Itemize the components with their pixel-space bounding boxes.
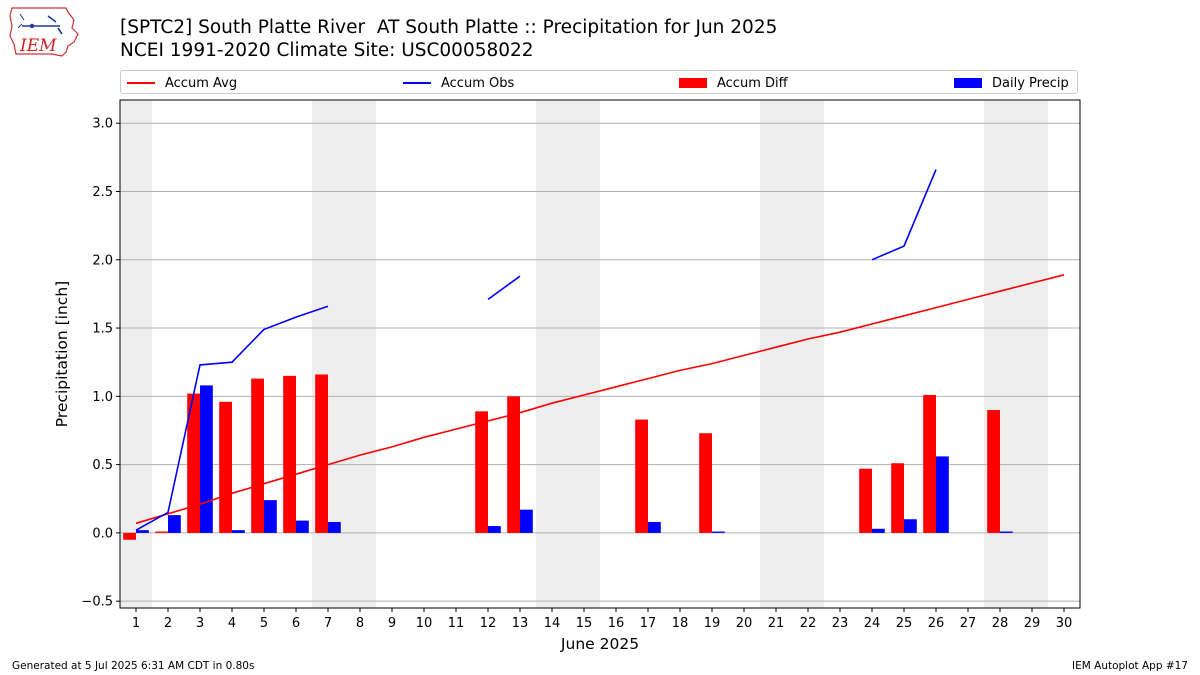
x-tick-label: 8: [356, 616, 364, 631]
bar-accum-diff: [859, 468, 872, 533]
legend-item-daily-precip: Daily Precip: [954, 74, 1069, 92]
iem-logo: IEM: [9, 7, 79, 57]
bar-accum-diff: [283, 375, 296, 533]
bar-accum-diff: [251, 378, 264, 533]
x-tick-label: 30: [1056, 616, 1073, 631]
x-tick-label: 7: [324, 616, 332, 631]
y-axis-label: Precipitation [inch]: [53, 281, 71, 427]
bar-daily-precip: [520, 509, 533, 533]
chart-subtitle: NCEI 1991-2020 Climate Site: USC00058022: [120, 40, 534, 61]
x-tick-label: 2: [164, 616, 172, 631]
y-tick-label: 0.0: [92, 526, 113, 541]
x-tick-label: 12: [480, 616, 497, 631]
x-tick-label: 1: [132, 616, 140, 631]
x-tick-label: 14: [544, 616, 561, 631]
x-tick-label: 20: [736, 616, 753, 631]
bar-daily-precip: [648, 521, 661, 533]
bar-daily-precip: [232, 530, 245, 533]
bar-accum-diff: [187, 393, 200, 533]
x-tick-label: 18: [672, 616, 689, 631]
bar-daily-precip: [296, 520, 309, 533]
bar-daily-precip: [904, 519, 917, 533]
x-tick-label: 21: [768, 616, 785, 631]
weekend-band-2: [536, 100, 600, 608]
x-tick-label: 26: [928, 616, 945, 631]
x-tick-label: 15: [576, 616, 593, 631]
x-tick-label: 13: [512, 616, 529, 631]
bar-accum-diff: [155, 531, 168, 533]
bar-daily-precip: [264, 500, 277, 533]
bar-accum-diff: [315, 374, 328, 533]
y-tick-label: 2.5: [92, 185, 113, 200]
bar-accum-diff: [219, 401, 232, 533]
x-tick-label: 29: [1024, 616, 1041, 631]
y-tick-label: 1.0: [92, 390, 113, 405]
x-tick-label: 3: [196, 616, 204, 631]
bar-daily-precip: [1000, 531, 1013, 533]
bar-daily-precip: [936, 456, 949, 533]
weekend-band-3: [760, 100, 824, 608]
y-tick-label: 1.5: [92, 322, 113, 337]
legend-item-accum-obs: Accum Obs: [403, 74, 514, 92]
legend-label-accum-avg: Accum Avg: [165, 75, 238, 91]
legend-swatch-accum-obs: [403, 82, 431, 84]
x-tick-label: 23: [832, 616, 849, 631]
legend-label-accum-obs: Accum Obs: [441, 75, 515, 91]
legend-label-accum-diff: Accum Diff: [717, 75, 788, 91]
bar-accum-diff: [635, 419, 648, 533]
x-axis-label: June 2025: [560, 635, 639, 653]
bar-daily-precip: [712, 531, 725, 533]
bar-daily-precip: [200, 385, 213, 533]
x-tick-label: 5: [260, 616, 268, 631]
footer-generated: Generated at 5 Jul 2025 6:31 AM CDT in 0…: [12, 660, 255, 672]
y-tick-label: 2.0: [92, 253, 113, 268]
bar-accum-diff: [507, 396, 520, 533]
x-tick-label: 16: [608, 616, 625, 631]
x-tick-label: 10: [416, 616, 433, 631]
legend-item-accum-avg: Accum Avg: [127, 74, 237, 92]
chart-legend: Accum Avg Accum Obs Accum Diff Daily Pre…: [120, 70, 1078, 94]
bar-daily-precip: [872, 528, 885, 533]
x-tick-label: 25: [896, 616, 913, 631]
weekend-band-0: [120, 100, 152, 608]
x-tick-label: 6: [292, 616, 300, 631]
bar-accum-diff: [475, 411, 488, 533]
x-tick-label: 11: [448, 616, 465, 631]
bar-accum-diff: [123, 532, 136, 540]
x-tick-label: 24: [864, 616, 881, 631]
x-tick-label: 4: [228, 616, 236, 631]
legend-label-daily-precip: Daily Precip: [992, 75, 1069, 91]
bar-accum-diff: [923, 394, 936, 533]
footer-app: IEM Autoplot App #17: [1072, 660, 1188, 672]
legend-swatch-accum-avg: [127, 82, 155, 84]
legend-item-accum-diff: Accum Diff: [679, 74, 788, 92]
bar-daily-precip: [488, 526, 501, 533]
iem-logo-text: IEM: [19, 36, 57, 56]
x-tick-label: 27: [960, 616, 977, 631]
line-accum-obs: [135, 305, 329, 531]
bar-daily-precip: [168, 515, 181, 533]
bar-daily-precip: [136, 530, 149, 533]
chart-title: [SPTC2] South Platte River AT South Plat…: [120, 17, 778, 38]
line-accum-obs: [871, 169, 937, 261]
x-tick-label: 28: [992, 616, 1009, 631]
bar-accum-diff: [891, 463, 904, 533]
y-tick-label: 0.5: [92, 458, 113, 473]
x-tick-label: 22: [800, 616, 817, 631]
legend-swatch-daily-precip: [954, 78, 982, 88]
bar-accum-diff: [987, 409, 1000, 533]
y-tick-label: 3.0: [92, 117, 113, 132]
y-tick-label: −0.5: [81, 595, 113, 610]
legend-swatch-accum-diff: [679, 78, 707, 88]
x-tick-label: 9: [388, 616, 396, 631]
x-tick-label: 17: [640, 616, 657, 631]
line-accum-avg: [135, 274, 1065, 525]
bar-accum-diff: [699, 433, 712, 533]
line-accum-obs: [487, 275, 521, 301]
plot-frame: [119, 99, 1081, 609]
bar-daily-precip: [328, 521, 341, 533]
x-tick-label: 19: [704, 616, 721, 631]
